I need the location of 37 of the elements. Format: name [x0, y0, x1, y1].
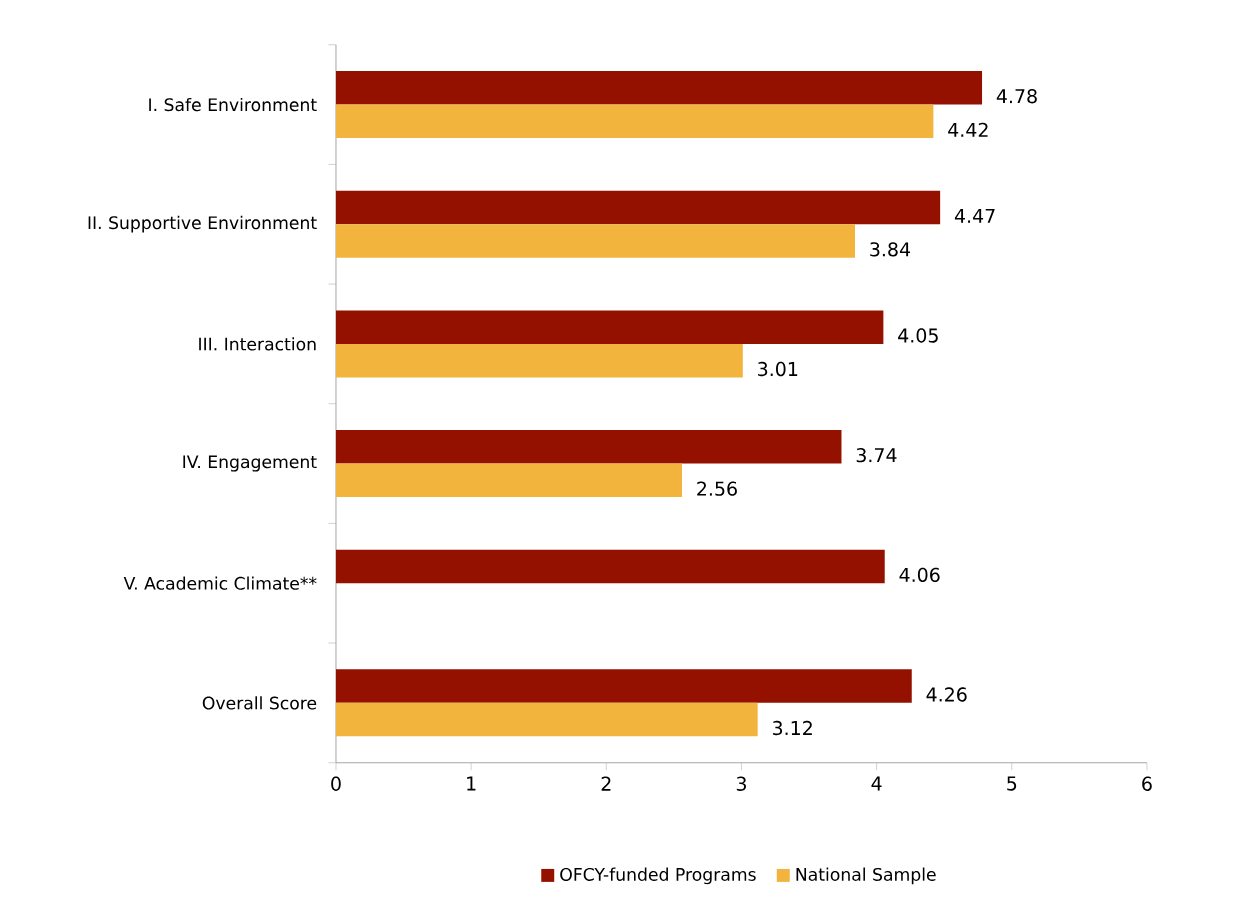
data-label: 3.12: [772, 720, 812, 736]
data-label: 2.56: [697, 481, 737, 497]
data-label: 4.26: [926, 687, 967, 702]
bar: [335, 71, 983, 105]
y-tick-label: I. Safe Environment: [149, 98, 317, 112]
y-tick-label: Overall Score: [202, 696, 317, 710]
y-tick-label: V. Academic Climate**: [123, 576, 317, 591]
bar: [335, 190, 941, 225]
x-tick-label: 0: [331, 776, 341, 792]
bar: [335, 549, 885, 584]
data-label: 4.42: [948, 122, 988, 137]
data-label: 3.74: [856, 448, 897, 463]
data-label: 4.47: [954, 209, 995, 223]
bar: [335, 310, 884, 345]
x-tick-label: 2: [601, 776, 611, 791]
legend-label: National Sample: [796, 867, 936, 885]
y-tick-label: IV. Engagement: [183, 455, 317, 472]
x-tick-label: 4: [871, 776, 882, 791]
x-tick-label: 6: [1142, 776, 1152, 792]
bar: [335, 669, 912, 704]
bar: [335, 224, 855, 258]
data-label: 3.01: [758, 361, 798, 377]
bar: [335, 703, 758, 737]
bar: [335, 430, 842, 464]
bar: [335, 344, 743, 378]
bar: [335, 463, 682, 498]
x-tick-label: 1: [467, 776, 476, 791]
bar: [335, 104, 934, 139]
data-label: 4.06: [899, 567, 940, 583]
y-tick-label: III. Interaction: [199, 337, 316, 351]
x-tick-label: 5: [1007, 776, 1017, 791]
y-tick-label: II. Supportive Environment: [88, 216, 317, 233]
legend-label: OFCY-funded Programs: [560, 867, 756, 885]
data-label: 3.84: [870, 242, 911, 257]
data-label: 4.05: [898, 328, 938, 343]
x-tick-label: 3: [736, 776, 746, 792]
data-label: 4.78: [996, 89, 1037, 104]
